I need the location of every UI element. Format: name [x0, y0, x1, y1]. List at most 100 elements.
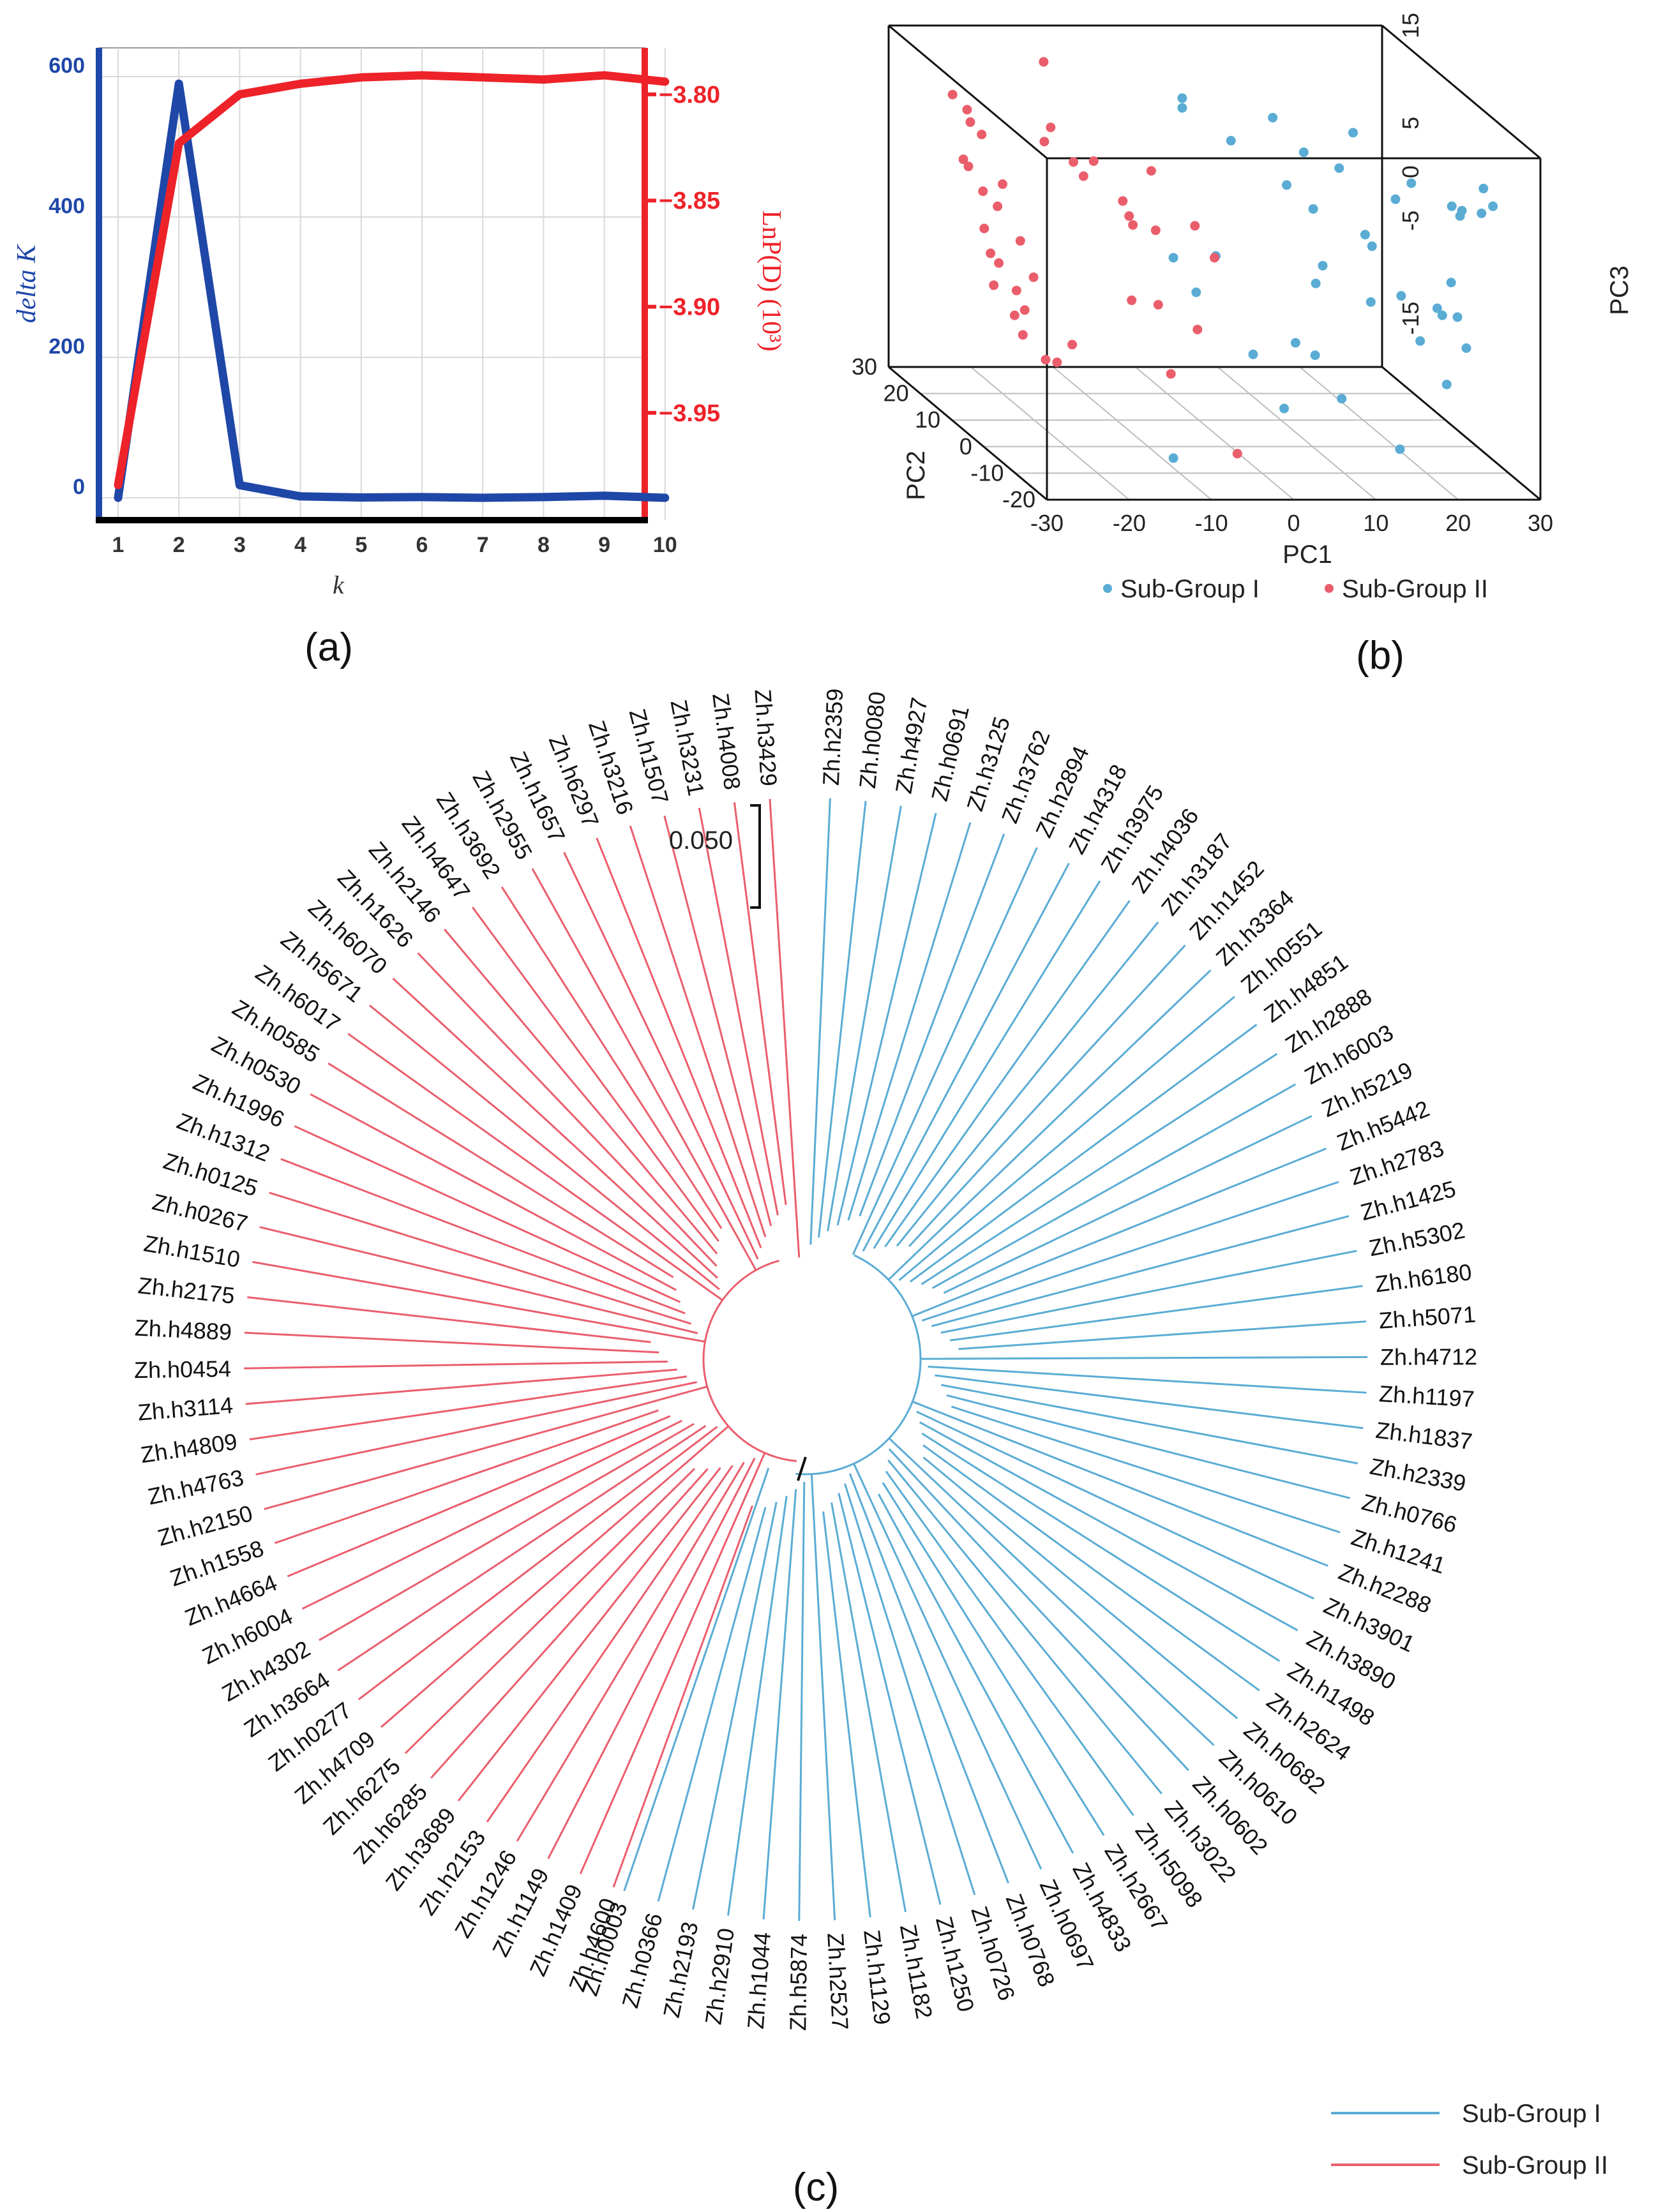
scatter-point-group1	[1437, 310, 1447, 320]
scatter-point-group1	[1311, 278, 1321, 288]
dendrogram-branch	[327, 1062, 674, 1278]
box-frame-b	[887, 24, 1542, 501]
scatter-point-group2	[1067, 340, 1078, 350]
scatter-point-group2	[1068, 157, 1078, 167]
dendrogram-branch	[245, 1368, 677, 1405]
x-tick-label: 4	[294, 533, 306, 557]
leaf-label: Zh.h1182	[895, 1922, 938, 2021]
dendrogram-branch	[940, 1250, 1357, 1334]
scatter-point-group1	[1395, 444, 1405, 454]
dendrogram-branch	[818, 800, 867, 1238]
legend-c: Sub-Group I Sub-Group II	[1331, 2100, 1608, 2179]
dendrogram-branch	[733, 802, 787, 1206]
scatter-point-group2	[1232, 449, 1242, 459]
root-marker	[797, 1456, 807, 1481]
scatter-point-group2	[1146, 166, 1156, 176]
dendrogram-branch	[873, 880, 1101, 1250]
leaf-label: Zh.h3429	[750, 689, 783, 787]
floor-grid-line	[1053, 366, 1212, 500]
pc2-tick-label: 20	[884, 380, 909, 407]
x-tick-label: 9	[598, 533, 610, 557]
scatter-point-group2	[1166, 369, 1176, 379]
dendrogram-branch	[885, 1470, 1134, 1816]
dendrogram-branch	[347, 1033, 723, 1301]
legend-dot-group2	[1325, 584, 1334, 593]
pc2-tick-label: 10	[915, 407, 940, 433]
dendrogram-branch	[838, 1493, 942, 1905]
scatter-point-group2	[1078, 171, 1088, 181]
scatter-point-group2	[1118, 196, 1128, 206]
dendrogram-branch	[843, 1483, 976, 1895]
y-right-tick-label: −3.85	[659, 188, 720, 214]
dendrogram-branch	[853, 1463, 1042, 1870]
dendrogram-branch	[958, 1320, 1367, 1350]
pc2-tick-label: -10	[970, 460, 1004, 486]
dendrogram-branch	[916, 1410, 1314, 1600]
scatter-point-group2	[1210, 253, 1219, 263]
scatter-point-group1	[1191, 287, 1201, 297]
dendrogram-branch	[921, 1052, 1278, 1285]
scatter-point-group2	[1124, 211, 1134, 221]
dendrogram-branch	[898, 996, 1235, 1282]
pc3-tick: 5	[1397, 117, 1424, 130]
scatter-point-group1	[1268, 112, 1278, 123]
dendrogram-branch	[692, 1502, 778, 1910]
dendrogram-branch	[310, 1093, 677, 1291]
scatter-point-group2	[989, 280, 999, 290]
floor-grid-line	[1134, 366, 1295, 500]
scatter-point-group1	[1177, 103, 1187, 113]
scatter-point-group1	[1348, 128, 1358, 138]
dendrogram-branch	[500, 886, 723, 1229]
dendrogram-branch	[727, 1495, 788, 1916]
scatter-point-group1	[1281, 180, 1291, 190]
dendrogram-branch	[852, 847, 1038, 1255]
dendrogram-branch	[319, 1423, 695, 1641]
leaf-label: Zh.h2339	[1368, 1453, 1468, 1497]
leaf-label: Zh.h3114	[137, 1392, 234, 1426]
leaf-label: Zh.h4927	[891, 696, 933, 796]
leaf-label: Zh.h5071	[1378, 1301, 1477, 1333]
series-line-delta-k	[114, 79, 670, 502]
pc1-tick-label: 30	[1528, 510, 1553, 536]
scatter-point-group2	[979, 223, 989, 234]
dendrogram-branches	[244, 798, 1367, 1921]
scatter-point-group1	[1337, 394, 1347, 404]
dendrogram-branch	[579, 1452, 766, 1874]
pc2-label: PC2	[902, 451, 930, 500]
scatter-point-group2	[962, 105, 972, 115]
dendrogram-branch	[657, 1507, 767, 1902]
y-left-tick-label: 400	[49, 194, 85, 218]
scatter-point-group2	[1046, 123, 1056, 133]
leaf-label: Zh.h5874	[785, 1934, 812, 2031]
scatter-point-group1	[1446, 278, 1456, 288]
leaf-label: Zh.h2527	[822, 1932, 854, 2031]
y-axis-right-label-a: LnP(D) (10³)	[756, 210, 786, 351]
dendrogram-branch	[931, 1215, 1350, 1327]
x-tick-label: 1	[112, 533, 124, 557]
dendrogram-branch	[417, 952, 718, 1267]
dendrogram-branch	[908, 945, 1186, 1248]
legend-text-group1: Sub-Group I	[1462, 2100, 1601, 2128]
pc1-tick-label: -10	[1195, 510, 1228, 536]
leaf-label: Zh.h2175	[137, 1272, 236, 1309]
dendrogram-branch	[269, 1192, 691, 1325]
scatter-point-group2	[1128, 220, 1138, 230]
dendrogram-branch	[928, 1365, 1367, 1394]
dendrogram-branch	[940, 1384, 1358, 1465]
scatter-point-group1	[1308, 204, 1318, 214]
x-tick-label: 5	[355, 533, 367, 557]
scatter-point-group1	[1365, 297, 1376, 307]
scatter-point-group2	[994, 258, 1004, 268]
pc3-tick: 0	[1397, 165, 1424, 178]
dendrogram-branch	[596, 837, 762, 1249]
y-left-tick-label: 0	[73, 475, 85, 499]
dendrogram-branch	[612, 1505, 753, 1888]
dendrogram-branch	[859, 833, 1005, 1216]
dendrogram-branch	[337, 1424, 707, 1671]
scatter-point-group2	[1009, 310, 1019, 320]
scatter-point-group1	[1168, 253, 1178, 263]
scatter-point-group1	[1432, 303, 1442, 313]
dendrogram-branch	[810, 1474, 836, 1920]
scatter-point-group1	[1168, 453, 1178, 463]
